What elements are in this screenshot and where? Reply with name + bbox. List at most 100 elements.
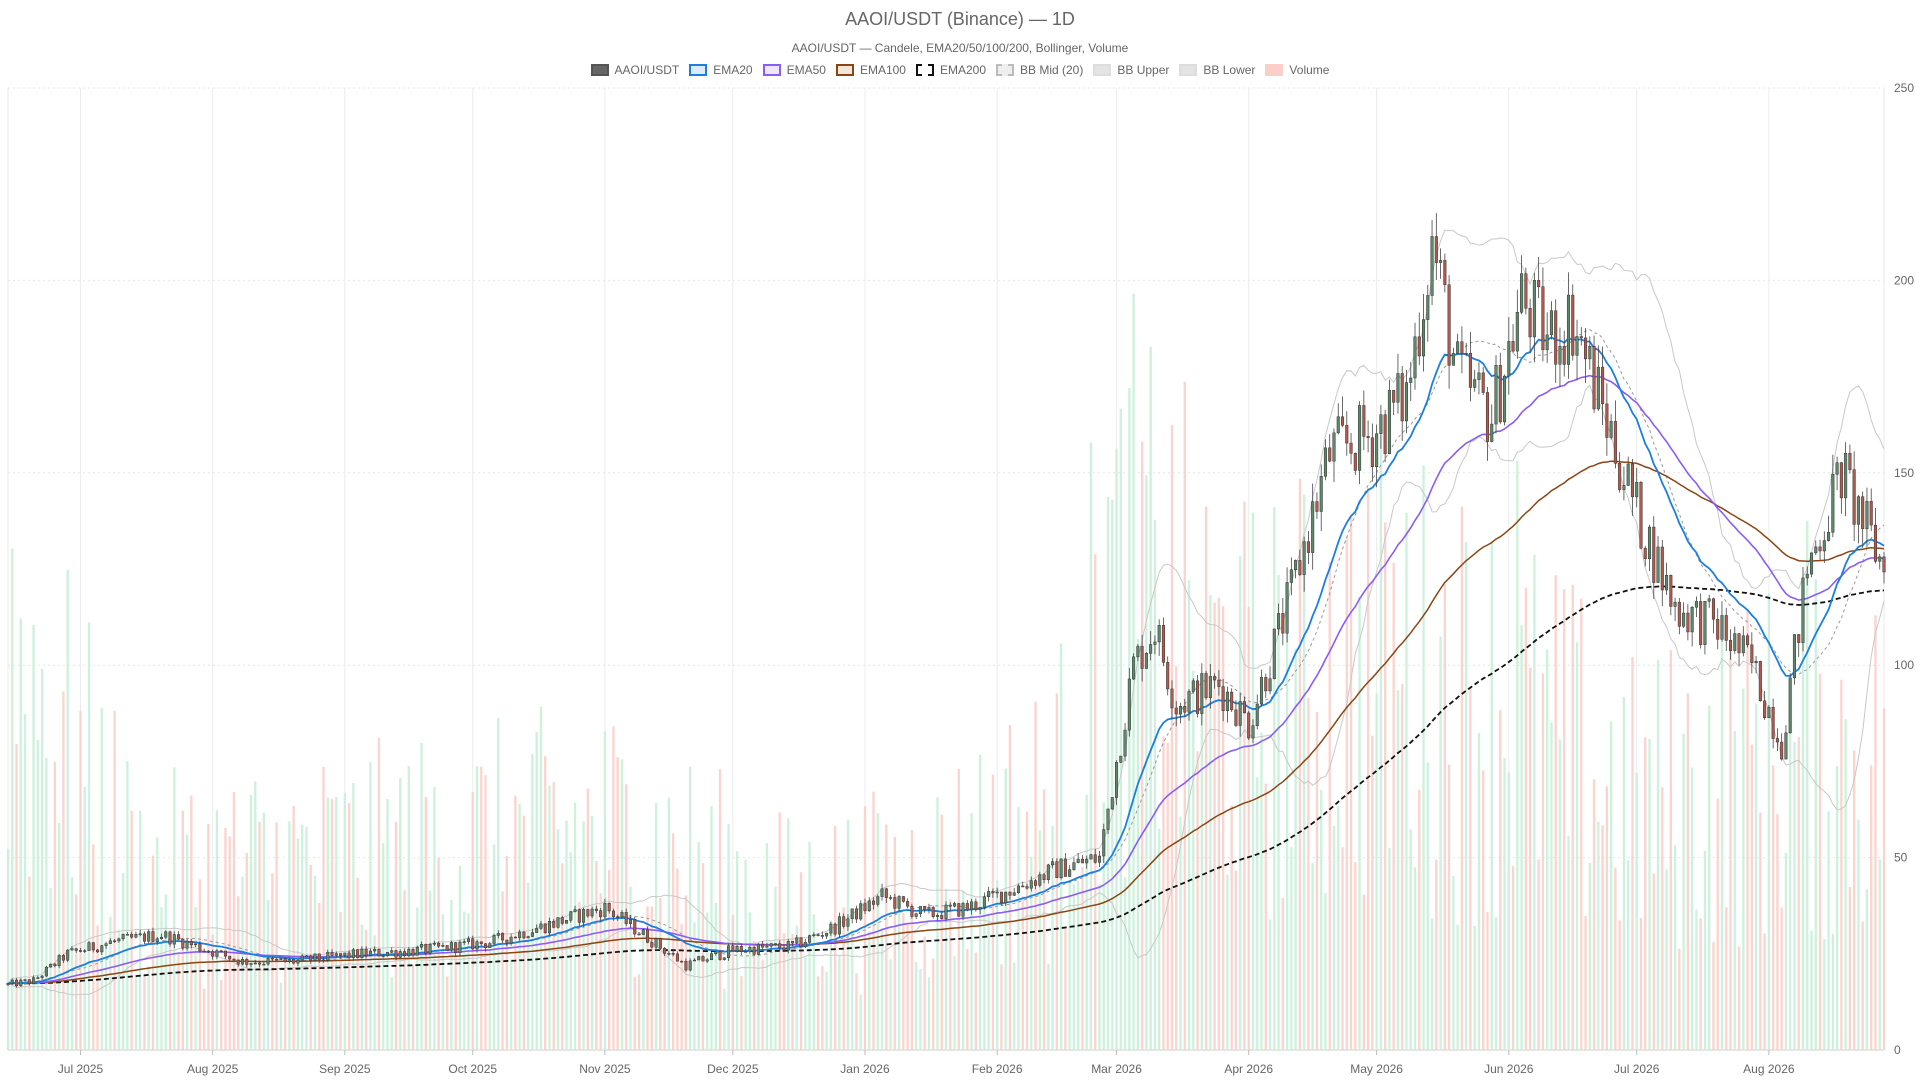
volume-bar xyxy=(932,958,935,1050)
candle-body xyxy=(1741,635,1745,654)
volume-bar xyxy=(1294,648,1297,1050)
volume-bar xyxy=(1682,733,1685,1050)
legend-item[interactable]: BB Upper xyxy=(1093,63,1169,77)
candle-body xyxy=(1294,560,1298,570)
candle-body xyxy=(1447,284,1451,366)
volume-bar xyxy=(224,827,227,1050)
volume-bar xyxy=(126,761,129,1050)
candle-body xyxy=(1558,346,1562,365)
volume-bar xyxy=(1644,737,1647,1050)
candle-body xyxy=(1358,405,1362,471)
volume-bar xyxy=(484,775,487,1050)
volume-bar xyxy=(1546,649,1549,1050)
volume-bar xyxy=(283,955,287,1050)
legend-item[interactable]: EMA100 xyxy=(835,63,906,77)
candle-body xyxy=(100,945,104,953)
candle-body xyxy=(1605,403,1609,438)
candle-body xyxy=(948,904,952,907)
volume-bar xyxy=(1823,939,1826,1050)
legend-label: EMA200 xyxy=(939,63,986,77)
candle-body xyxy=(394,950,398,958)
volume-bar xyxy=(1631,656,1634,1050)
candle-body xyxy=(1686,612,1690,633)
volume-bar xyxy=(343,792,346,1050)
volume-bar xyxy=(1439,636,1442,1050)
volume-bar xyxy=(475,766,479,1050)
candle-body xyxy=(343,952,347,956)
candle-body xyxy=(330,951,334,956)
volume-bar xyxy=(305,826,308,1050)
candle-body xyxy=(1059,858,1063,879)
volume-bar xyxy=(1793,742,1796,1050)
volume-bar xyxy=(1635,772,1638,1050)
candle-body xyxy=(1541,286,1545,351)
candle-body xyxy=(692,959,696,962)
candle-body xyxy=(1221,686,1225,711)
candle-body xyxy=(1477,372,1481,380)
volume-bar xyxy=(292,805,295,1050)
legend-item[interactable]: AAOI/USDT xyxy=(590,63,679,77)
candle-body xyxy=(646,929,650,943)
volume-bar xyxy=(706,912,709,1050)
volume-bar xyxy=(1882,708,1886,1050)
volume-bar xyxy=(322,766,325,1050)
volume-bar xyxy=(1865,889,1869,1050)
candle-body xyxy=(569,911,573,921)
volume-bar xyxy=(28,876,31,1050)
candle-body xyxy=(867,900,871,912)
candle-body xyxy=(556,917,560,928)
volume-bar xyxy=(377,737,381,1050)
volume-bar xyxy=(1742,688,1745,1050)
candle-body xyxy=(1076,858,1080,863)
legend-item[interactable]: EMA20 xyxy=(689,63,753,77)
volume-bar xyxy=(1511,866,1515,1050)
volume-bar xyxy=(1158,828,1161,1050)
candle-body xyxy=(1494,365,1498,425)
bb-lower-line xyxy=(7,384,1885,996)
volume-bar xyxy=(855,973,858,1050)
candle-body xyxy=(172,934,176,945)
candle-body xyxy=(1852,469,1856,525)
volume-bar xyxy=(889,959,892,1050)
candle-body xyxy=(1643,547,1647,559)
candle-body xyxy=(837,916,841,935)
legend-item[interactable]: EMA50 xyxy=(762,63,826,77)
candle-body xyxy=(142,933,146,942)
candle-body xyxy=(1025,886,1029,889)
volume-bar xyxy=(774,886,777,1050)
candle-body xyxy=(1566,294,1571,365)
candle-body xyxy=(1034,880,1038,886)
candle-body xyxy=(1831,474,1835,533)
legend-item[interactable]: BB Lower xyxy=(1179,63,1255,77)
legend-item[interactable]: Volume xyxy=(1265,63,1329,77)
candle-body xyxy=(1234,709,1238,726)
candle-body xyxy=(577,909,581,923)
candle-body xyxy=(1524,273,1528,309)
candle-body xyxy=(1016,885,1021,893)
volume-bar xyxy=(787,818,790,1050)
volume-bar xyxy=(11,548,14,1050)
candle-body xyxy=(283,958,287,962)
candle-body xyxy=(1630,463,1634,498)
legend-item[interactable]: EMA200 xyxy=(915,63,986,77)
candle-body xyxy=(1328,447,1332,462)
volume-bar xyxy=(868,931,871,1050)
volume-bar xyxy=(1234,870,1238,1050)
candle-body xyxy=(1038,874,1042,886)
candle-body xyxy=(279,958,283,960)
candle-body xyxy=(1720,615,1724,640)
candle-body xyxy=(1711,598,1715,620)
volume-bar xyxy=(663,947,666,1050)
candle-body xyxy=(407,949,411,957)
volume-bar xyxy=(1349,517,1353,1050)
legend-item[interactable]: BB Mid (20) xyxy=(996,63,1083,77)
volume-bar xyxy=(1725,907,1728,1050)
candle-body xyxy=(1669,575,1673,607)
volume-bar xyxy=(335,796,338,1050)
volume-bar xyxy=(301,824,304,1050)
volume-bar xyxy=(1264,783,1267,1050)
legend-swatch xyxy=(835,64,854,76)
volume-bar xyxy=(62,691,65,1050)
candle-body xyxy=(1315,501,1319,512)
candle-body xyxy=(424,944,428,954)
